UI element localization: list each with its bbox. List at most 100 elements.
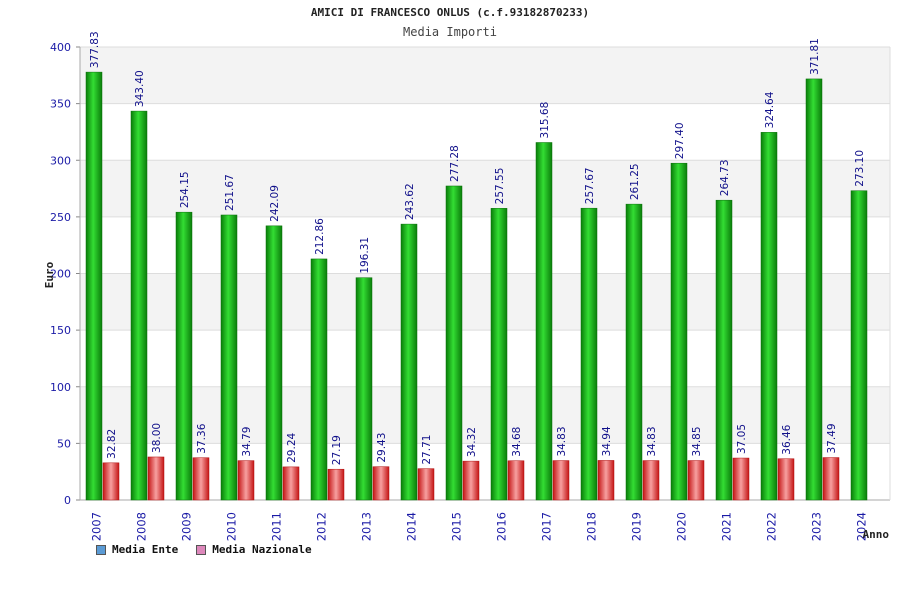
bar-media-ente	[175, 211, 193, 501]
bar-media-ente	[670, 162, 688, 501]
y-axis-label: Euro	[43, 261, 56, 288]
data-label: 34.68	[511, 427, 523, 457]
data-label: 196.31	[359, 237, 371, 274]
bar-media-ente	[580, 207, 598, 501]
legend-item-media-ente: Media Ente	[96, 543, 178, 556]
x-tick-label: 2010	[225, 512, 239, 541]
x-tick-label: 2008	[135, 512, 149, 541]
y-tick-label: 50	[57, 437, 71, 450]
data-label: 277.28	[449, 145, 461, 182]
data-label: 273.10	[854, 150, 866, 187]
data-label: 251.67	[224, 174, 236, 211]
legend: Media Ente Media Nazionale	[96, 543, 312, 556]
bar-media-nazionale	[462, 460, 480, 501]
y-tick-label: 0	[64, 494, 71, 507]
x-tick-label: 2013	[360, 512, 374, 541]
bar-media-ente	[265, 225, 283, 501]
data-label: 243.62	[404, 183, 416, 220]
x-tick-label: 2021	[720, 512, 734, 541]
bar-media-ente	[400, 223, 418, 501]
chart-title: AMICI DI FRANCESCO ONLUS (c.f.9318287023…	[310, 6, 590, 19]
legend-swatch	[196, 544, 207, 555]
bar-media-ente	[85, 71, 103, 501]
bar-media-nazionale	[237, 460, 255, 501]
data-label: 37.49	[826, 423, 838, 453]
data-label: 34.79	[241, 427, 253, 457]
plot-band	[80, 160, 890, 217]
y-tick-label: 100	[50, 381, 71, 394]
x-tick-label: 2015	[450, 512, 464, 541]
bar-media-nazionale	[642, 460, 660, 501]
data-label: 297.40	[674, 122, 686, 159]
data-label: 264.73	[719, 159, 731, 196]
plot-band	[80, 47, 890, 104]
y-tick-label: 350	[50, 98, 71, 111]
bar-media-nazionale	[102, 462, 120, 501]
data-label: 34.83	[556, 426, 568, 456]
y-tick-label: 300	[50, 154, 71, 167]
bar-media-nazionale	[597, 460, 615, 501]
x-tick-label: 2009	[180, 512, 194, 541]
bar-media-nazionale	[777, 458, 795, 501]
y-tick-label: 250	[50, 211, 71, 224]
data-label: 324.64	[764, 91, 776, 128]
bar-media-nazionale	[507, 460, 525, 501]
x-tick-label: 2011	[270, 512, 284, 541]
data-label: 257.55	[494, 168, 506, 205]
x-tick-label: 2007	[90, 512, 104, 541]
data-label: 377.83	[89, 31, 101, 68]
data-label: 27.71	[421, 435, 433, 465]
data-label: 254.15	[179, 171, 191, 208]
y-tick-label: 200	[50, 268, 71, 281]
data-label: 34.32	[466, 427, 478, 457]
x-tick-label: 2020	[675, 512, 689, 541]
legend-label: Media Ente	[112, 543, 179, 556]
x-axis-label: Anno	[863, 528, 890, 541]
bar-media-ente	[535, 142, 553, 501]
data-label: 27.19	[331, 435, 343, 465]
bar-media-ente	[445, 185, 463, 501]
data-label: 37.05	[736, 424, 748, 454]
bar-media-nazionale	[282, 466, 300, 501]
bar-media-nazionale	[552, 460, 570, 501]
bar-media-nazionale	[732, 457, 750, 501]
bar-media-ente	[130, 110, 148, 501]
data-label: 242.09	[269, 185, 281, 222]
bar-media-nazionale	[687, 460, 705, 501]
legend-swatch	[96, 544, 106, 555]
bar-media-nazionale	[327, 468, 345, 501]
bar-media-nazionale	[417, 468, 435, 501]
plot-band	[80, 443, 890, 500]
plot-band	[80, 273, 890, 331]
bar-media-nazionale	[822, 457, 840, 501]
bar-media-ente	[220, 214, 238, 501]
bar-media-ente	[310, 258, 328, 501]
data-label: 38.00	[151, 423, 163, 453]
data-label: 343.40	[134, 70, 146, 107]
data-label: 261.25	[629, 163, 641, 200]
data-label: 212.86	[314, 218, 326, 255]
bar-media-ente	[805, 78, 823, 501]
x-tick-label: 2018	[585, 512, 599, 541]
plot-band	[80, 216, 890, 274]
data-label: 34.83	[646, 426, 658, 456]
bar-media-ente	[715, 199, 733, 501]
x-tick-label: 2016	[495, 512, 509, 541]
data-label: 371.81	[809, 38, 821, 75]
x-tick-label: 2024	[855, 512, 869, 541]
chart-subtitle: Media Importi	[403, 25, 497, 39]
legend-label: Media Nazionale	[212, 543, 312, 556]
x-tick-label: 2022	[765, 512, 779, 541]
bar-media-ente	[760, 132, 778, 501]
plot-band	[80, 330, 890, 387]
data-label: 34.94	[601, 426, 613, 456]
x-tick-label: 2014	[405, 512, 419, 541]
plot-band	[80, 386, 890, 444]
plot-band	[80, 103, 890, 161]
data-label: 315.68	[539, 102, 551, 139]
x-tick-label: 2019	[630, 512, 644, 541]
bar-media-ente	[850, 190, 868, 501]
data-label: 37.36	[196, 423, 208, 453]
x-tick-label: 2012	[315, 512, 329, 541]
